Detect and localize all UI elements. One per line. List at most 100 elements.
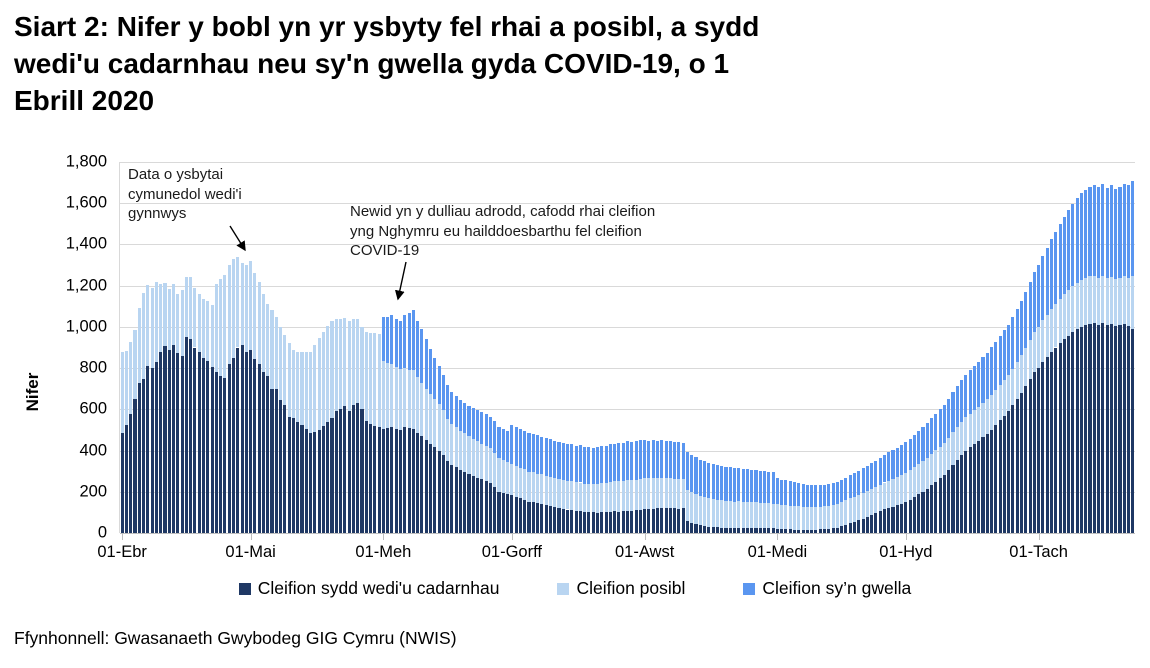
bar-segment (1019, 355, 1024, 393)
bar-segment (548, 476, 552, 507)
bar-segment (998, 420, 1002, 533)
bar-segment (351, 318, 355, 406)
bar-segment (677, 442, 681, 479)
bar-segment (578, 511, 582, 533)
bar-segment (882, 482, 886, 510)
bar-segment (840, 502, 844, 527)
bar-segment (801, 506, 805, 530)
bar-segment (677, 478, 681, 509)
bar-segment (1092, 185, 1096, 276)
bar-segment (1131, 181, 1135, 277)
bar-segment (484, 481, 488, 533)
bar-segment (287, 343, 291, 417)
bar-segment (561, 480, 565, 509)
x-axis-line (120, 533, 1135, 534)
gridline (120, 203, 1135, 205)
bar-segment (1041, 362, 1045, 533)
bar-segment (407, 427, 411, 533)
bar-segment (998, 335, 1002, 385)
bar-segment (647, 440, 651, 479)
bar-segment (848, 498, 852, 524)
bar-segment (608, 444, 612, 483)
bar-segment (818, 506, 822, 530)
bar-segment (1105, 278, 1109, 326)
bar-segment (660, 508, 664, 533)
bar-segment (523, 500, 527, 533)
bar-segment (377, 334, 381, 427)
bar-segment (750, 528, 754, 533)
bar-segment (544, 438, 548, 477)
bar-segment (960, 380, 964, 422)
bar-segment (977, 406, 981, 441)
bar-segment (942, 475, 946, 533)
bar-segment (1079, 193, 1083, 280)
bar-segment (1118, 278, 1122, 326)
bar-segment (977, 361, 981, 407)
bar-segment (471, 439, 475, 477)
bar-segment (249, 349, 253, 533)
bar-segment (531, 433, 535, 472)
bar-segment (334, 318, 338, 412)
bar-segment (394, 318, 398, 368)
bar-segment (985, 352, 989, 400)
bar-segment (1084, 277, 1088, 326)
bar-segment (219, 279, 223, 377)
bar-segment (428, 348, 433, 394)
bar-segment (775, 528, 779, 533)
bar-segment (972, 443, 976, 533)
bar-segment (454, 427, 458, 468)
bar-segment (989, 394, 994, 430)
bar-segment (321, 425, 325, 533)
bar-segment (895, 505, 899, 533)
bar-segment (891, 478, 895, 507)
bar-segment (137, 308, 141, 383)
bar-segment (287, 416, 291, 533)
bar-segment (1097, 186, 1101, 279)
bar-segment (1075, 198, 1079, 283)
bar-segment (364, 420, 368, 533)
bar-segment (1037, 368, 1041, 533)
bar-segment (698, 495, 702, 526)
bar-segment (741, 468, 745, 502)
bar-segment (1062, 294, 1066, 340)
bar-segment (711, 527, 715, 533)
bar-segment (822, 529, 827, 533)
bar-segment (309, 351, 313, 434)
bar-segment (510, 424, 514, 464)
bar-segment (1067, 210, 1071, 291)
bar-segment (908, 438, 912, 471)
bar-segment (647, 478, 651, 509)
bar-segment (694, 523, 698, 533)
bar-segment (1028, 282, 1032, 341)
bar-segment (844, 477, 848, 501)
bar-segment (1131, 328, 1135, 533)
bar-segment (236, 347, 240, 533)
bar-segment (159, 351, 163, 533)
bar-segment (420, 382, 424, 437)
bar-segment (484, 414, 488, 446)
bar-segment (638, 509, 642, 533)
bar-segment (180, 355, 184, 533)
bar-segment (814, 484, 818, 508)
bar-segment (493, 452, 497, 487)
bar-segment (279, 400, 283, 533)
bar-segment (664, 478, 668, 508)
y-tick-label: 1,800 (65, 152, 107, 171)
bar-segment (1088, 276, 1092, 324)
bar-segment (994, 341, 998, 390)
bar-segment (450, 423, 454, 465)
bar-segment (891, 450, 895, 479)
bar-segment (960, 455, 964, 533)
bar-segment (981, 403, 985, 438)
bar-segment (788, 481, 792, 506)
bar-segment (458, 399, 462, 431)
bar-segment (1114, 279, 1118, 327)
bar-segment (428, 393, 433, 445)
bar-segment (458, 470, 462, 533)
bar-segment (938, 478, 942, 533)
bar-segment (780, 479, 784, 505)
bar-segment (291, 417, 295, 533)
bar-segment (1109, 184, 1113, 277)
